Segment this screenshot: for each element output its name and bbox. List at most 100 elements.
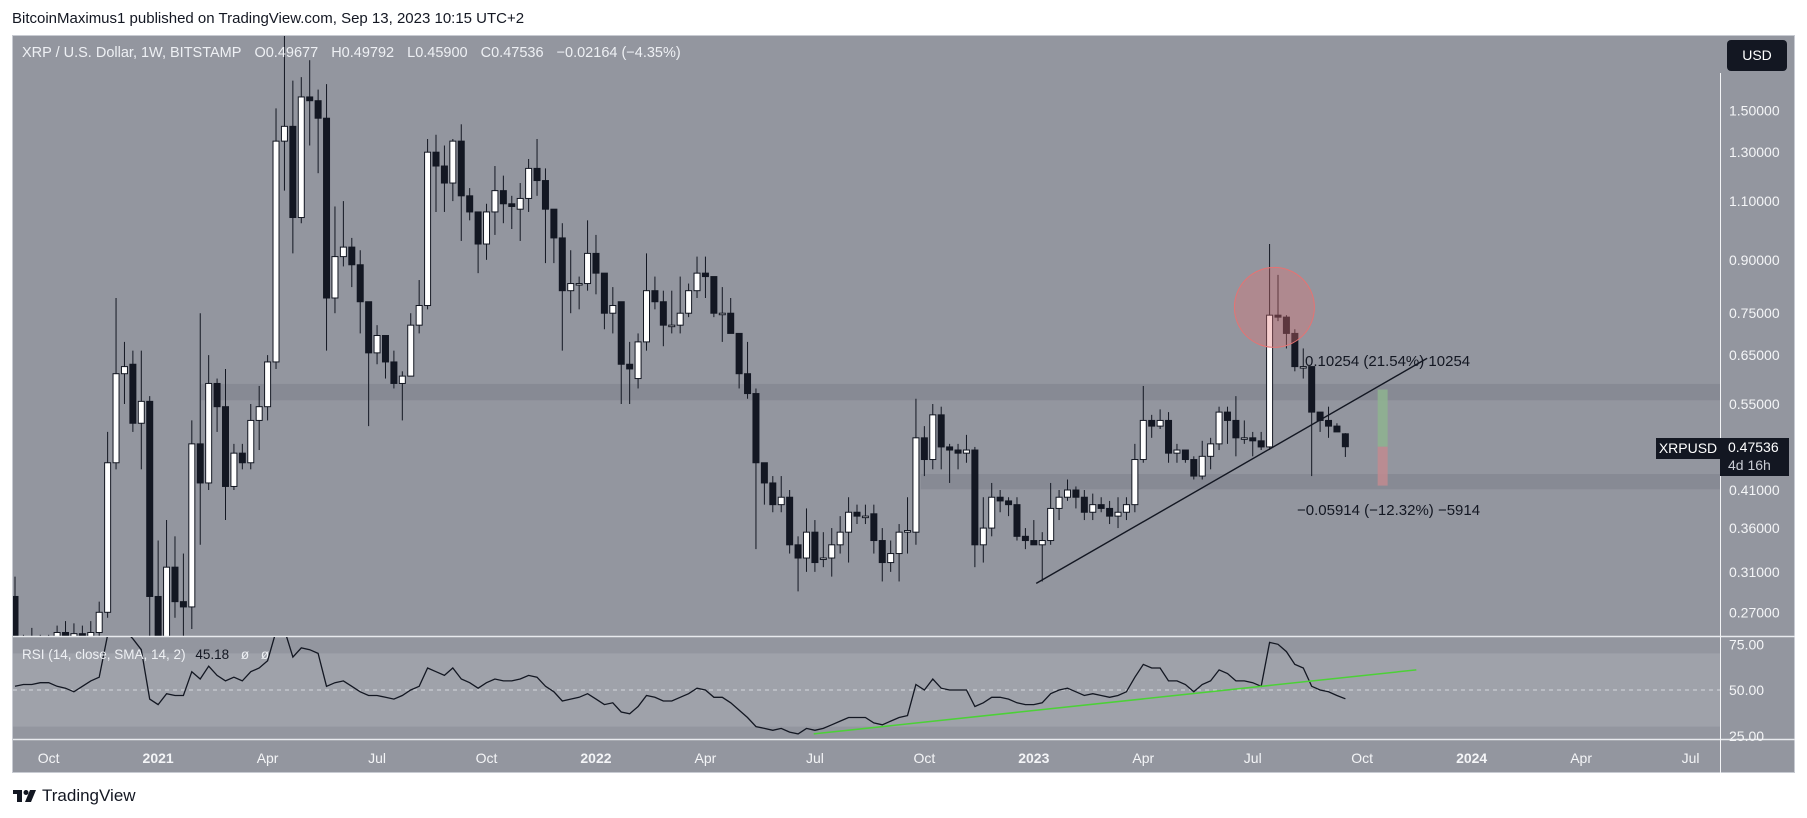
tradingview-logo[interactable]: TradingView [13, 786, 136, 806]
time-axis[interactable]: Oct 2021 Apr Jul Oct 2022 Apr Jul Oct 2023 Apr Jul O… [38, 750, 1700, 766]
candle [398, 371, 406, 421]
candle-body-up [861, 515, 869, 519]
candle [1139, 385, 1147, 463]
candle-body-up [46, 641, 52, 643]
candle [1316, 411, 1324, 432]
candle-body-down [306, 96, 314, 102]
candle [255, 385, 263, 451]
symbol-title[interactable]: XRP / U.S. Dollar, 1W, BITSTAMP [22, 45, 242, 61]
candle [861, 504, 869, 525]
candle [1114, 497, 1122, 529]
candle-body-down [171, 566, 179, 603]
candle-body-up [104, 462, 112, 613]
candle [95, 601, 103, 636]
candle [1257, 431, 1265, 451]
candle-body-up [718, 312, 726, 316]
candle [659, 290, 667, 347]
candle-body-down [550, 208, 558, 239]
candle-body-down [1282, 316, 1290, 334]
candle [483, 203, 491, 260]
price-tick-label: 0.31000 [1729, 564, 1780, 580]
rsi-title[interactable]: RSI (14, close, SMA, 14, 2) [22, 647, 186, 662]
candle [1122, 497, 1130, 521]
candle [280, 36, 288, 191]
candle [1156, 409, 1164, 429]
candle-body-down [735, 332, 743, 375]
candle [137, 350, 145, 470]
candle-body-down [710, 276, 718, 314]
rsi-axis[interactable]: 75.00 50.00 25.00 [1729, 636, 1764, 744]
candle [1274, 274, 1282, 322]
candle-body-up [264, 361, 272, 408]
ohlc-open: O0.49677 [254, 45, 319, 61]
candle [196, 313, 204, 545]
candle [676, 276, 684, 334]
candle [31, 627, 33, 636]
candle [415, 280, 423, 334]
candle-body-up [962, 449, 970, 454]
time-tick-label: Oct [913, 750, 935, 766]
candle-body-down [13, 595, 19, 636]
time-tick-label: Jul [806, 750, 824, 766]
rsi-band [13, 653, 1720, 727]
candle-body-down [432, 151, 440, 167]
candle-body-up [87, 631, 95, 636]
highlight-circle [1233, 266, 1315, 348]
rsi-tick-label: 50.00 [1729, 682, 1764, 698]
candle-body-up [912, 437, 920, 533]
candle [1038, 532, 1046, 582]
rsi-na-1: ø [240, 647, 250, 662]
candle-body-up [1156, 419, 1164, 427]
candle-body-down [78, 633, 86, 636]
bar-countdown: 4d 16h [1728, 457, 1771, 473]
candle-body-down [1030, 540, 1038, 546]
price-tick-label: 0.27000 [1729, 604, 1780, 620]
candle [331, 206, 339, 314]
currency-button[interactable]: USD [1727, 40, 1787, 71]
candle-body-down [440, 165, 448, 184]
tradingview-logo-icon [13, 790, 36, 802]
candle-body-up [95, 611, 103, 633]
candle [171, 536, 179, 618]
candle-body-up [895, 531, 903, 555]
candle-body-down [651, 290, 659, 303]
candle [954, 443, 962, 470]
candle-body-down [878, 540, 886, 564]
candle [499, 175, 507, 224]
candle [306, 60, 314, 146]
candle-body-down [659, 301, 667, 326]
candle [474, 211, 482, 274]
candle-body-down [794, 544, 802, 559]
brand-name: TradingView [42, 786, 136, 805]
candle [205, 355, 213, 491]
candle-body-down [314, 100, 322, 119]
measure-up-label: 0.10254 (21.54%) 10254 [1305, 353, 1470, 370]
time-tick-label: Oct [38, 750, 60, 766]
candle [1013, 497, 1021, 541]
candle-body-up [845, 511, 853, 533]
price-axis[interactable]: 1.50000 1.30000 1.10000 0.90000 0.75000 0.650… [1729, 102, 1780, 620]
candle [836, 516, 844, 554]
candle-body-down [811, 531, 819, 564]
candle [1030, 520, 1038, 546]
candle [575, 276, 583, 310]
candle-body-up [836, 531, 844, 546]
candle-body-up [1173, 449, 1181, 454]
candle-body-down [971, 449, 979, 546]
symbol-price-label: XRPUSD [1656, 438, 1720, 459]
candle [381, 335, 389, 379]
candle [289, 80, 297, 254]
candle-body-down [769, 482, 777, 506]
candle [735, 332, 743, 389]
candle-body-up [449, 140, 457, 184]
candle [744, 341, 752, 399]
candle [558, 223, 566, 351]
candle [845, 497, 853, 563]
candle [356, 250, 364, 334]
candle [1055, 490, 1063, 521]
candle [626, 341, 634, 405]
rsi-na-2: ø [260, 647, 270, 662]
time-tick-label: Apr [695, 750, 717, 766]
candle-body-down [179, 601, 187, 608]
